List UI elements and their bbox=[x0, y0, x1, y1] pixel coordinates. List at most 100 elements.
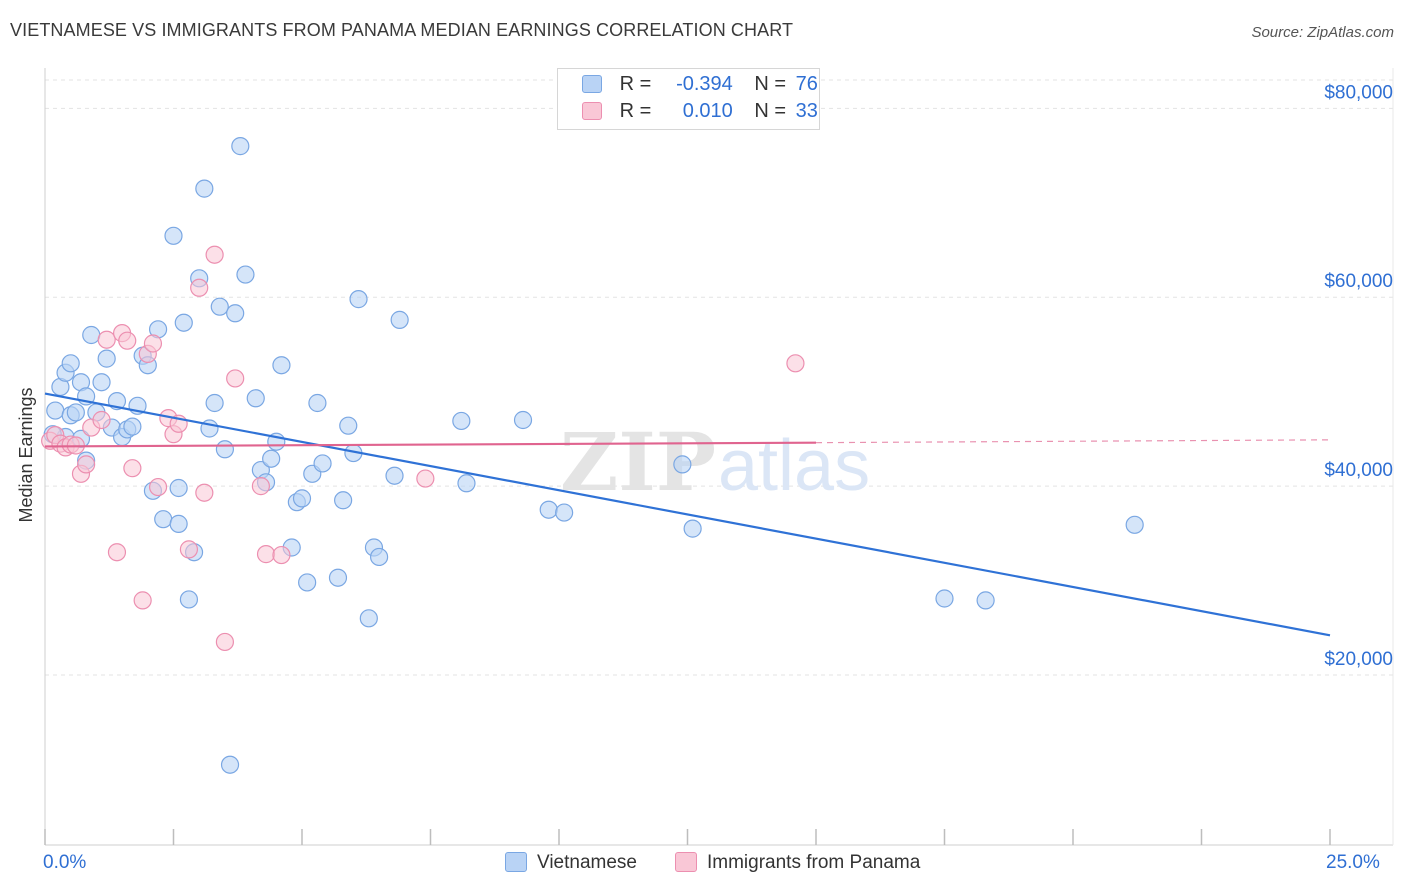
vietnamese-point bbox=[123, 417, 142, 436]
vietnamese-point bbox=[164, 226, 183, 245]
vietnamese-point bbox=[66, 403, 85, 422]
vietnamese-point bbox=[246, 389, 265, 408]
vietnamese-point bbox=[555, 503, 574, 522]
x-axis-min-label: 0.0% bbox=[43, 852, 87, 873]
legend-n-value: 76 bbox=[795, 73, 818, 95]
panama-point bbox=[190, 278, 209, 297]
vietnamese-point bbox=[61, 354, 80, 373]
vietnamese-point bbox=[457, 474, 476, 493]
vietnamese-point bbox=[935, 589, 954, 608]
legend-row-panama: R = 0.010 N = 33 bbox=[582, 100, 818, 128]
panama-point bbox=[118, 331, 137, 350]
vietnamese-point bbox=[226, 304, 245, 323]
grid-lines bbox=[45, 79, 1393, 676]
legend-item-vietnamese: Vietnamese bbox=[505, 852, 637, 874]
panama-point bbox=[179, 540, 199, 559]
vietnamese-point bbox=[205, 393, 224, 413]
panama-point bbox=[97, 330, 116, 349]
panama-point bbox=[256, 545, 276, 564]
legend-n-value: 33 bbox=[795, 100, 818, 122]
vietnamese-point bbox=[452, 411, 471, 431]
panama-trend-line-extension bbox=[815, 439, 1331, 444]
vietnamese-point bbox=[292, 489, 312, 508]
vietnamese-point bbox=[1125, 515, 1144, 534]
panama-point bbox=[205, 245, 224, 264]
vietnamese-point bbox=[513, 410, 533, 430]
vietnamese-point bbox=[339, 416, 358, 435]
panama-point bbox=[133, 591, 152, 610]
legend-r-label: R = bbox=[619, 73, 652, 95]
vietnamese-point bbox=[683, 519, 702, 538]
vietnamese-point bbox=[220, 755, 240, 774]
vietnamese-point bbox=[976, 591, 995, 610]
panama-point bbox=[107, 543, 127, 562]
y-tick-label: $80,000 bbox=[1324, 82, 1393, 103]
vietnamese-point bbox=[390, 310, 409, 329]
vietnamese-trend-line bbox=[44, 392, 1331, 637]
vietnamese-point bbox=[385, 466, 404, 485]
vietnamese-point bbox=[334, 491, 353, 510]
legend-n-label: N = bbox=[754, 73, 787, 95]
chart-title: VIETNAMESE VS IMMIGRANTS FROM PANAMA MED… bbox=[10, 20, 794, 40]
panama-point bbox=[77, 455, 96, 474]
panama-point bbox=[226, 369, 245, 388]
vietnamese-point bbox=[673, 455, 692, 474]
vietnamese-point bbox=[236, 265, 255, 284]
x-axis-max-label: 25.0% bbox=[1326, 852, 1380, 873]
vietnamese-point bbox=[154, 510, 173, 529]
vietnamese-point bbox=[313, 454, 332, 473]
vietnamese-point bbox=[231, 137, 250, 156]
vietnamese-point bbox=[46, 401, 65, 420]
panama-point bbox=[786, 354, 805, 373]
vietnamese-point bbox=[174, 313, 193, 332]
vietnamese-point bbox=[359, 609, 378, 628]
legend-swatch-blue bbox=[505, 852, 527, 872]
vietnamese-point bbox=[308, 393, 327, 413]
source-label: Source: ZipAtlas.com bbox=[1251, 24, 1394, 41]
legend-r-value: 0.010 bbox=[682, 100, 733, 122]
panama-point bbox=[272, 545, 291, 565]
vietnamese-point bbox=[82, 325, 101, 345]
vietnamese-point bbox=[272, 356, 291, 375]
y-axis-label: Median Earnings bbox=[16, 387, 36, 522]
vietnamese-point bbox=[169, 478, 188, 498]
y-tick-label: $60,000 bbox=[1324, 271, 1393, 292]
vietnamese-point bbox=[169, 514, 188, 533]
panama-point bbox=[123, 459, 142, 478]
vietnamese-point bbox=[195, 179, 214, 198]
watermark-atlas: atlas bbox=[718, 426, 870, 506]
legend-item-panama: Immigrants from Panama bbox=[675, 852, 920, 874]
y-tick-labels: $20,000 $40,000 $60,000 $80,000 bbox=[1324, 82, 1393, 670]
panama-point bbox=[143, 334, 163, 353]
legend-label-vietnamese: Vietnamese bbox=[537, 852, 637, 873]
y-tick-label: $40,000 bbox=[1324, 460, 1393, 481]
vietnamese-point bbox=[210, 297, 229, 316]
panama-point bbox=[148, 477, 168, 497]
panama-point bbox=[195, 483, 214, 502]
legend-swatch-blue bbox=[582, 75, 602, 93]
legend-label-panama: Immigrants from Panama bbox=[707, 852, 921, 873]
panama-trend-line bbox=[44, 441, 817, 448]
y-tick-label: $20,000 bbox=[1324, 649, 1393, 670]
vietnamese-point bbox=[539, 500, 558, 519]
trend-lines bbox=[44, 392, 1331, 637]
legend-r-value: -0.394 bbox=[676, 73, 733, 95]
vietnamese-point bbox=[349, 290, 368, 309]
vietnamese-point bbox=[92, 373, 111, 392]
axes bbox=[44, 68, 1394, 846]
legend-n-label: N = bbox=[754, 100, 787, 122]
legend-row-vietnamese: R = -0.394 N = 76 bbox=[582, 73, 818, 101]
vietnamese-point bbox=[262, 449, 281, 468]
vietnamese-point bbox=[298, 573, 317, 592]
series-legend: Vietnamese Immigrants from Panama bbox=[0, 852, 1406, 878]
correlation-legend: R = -0.394 N = 76 R = 0.010 N = 33 bbox=[557, 68, 820, 130]
vietnamese-point bbox=[370, 547, 389, 567]
panama-point bbox=[92, 410, 111, 430]
vietnamese-point bbox=[179, 590, 199, 609]
panama-points bbox=[41, 245, 805, 652]
vietnamese-point bbox=[97, 349, 116, 368]
legend-r-label: R = bbox=[619, 100, 652, 122]
legend-swatch-pink bbox=[582, 102, 602, 120]
vietnamese-point bbox=[215, 440, 234, 459]
